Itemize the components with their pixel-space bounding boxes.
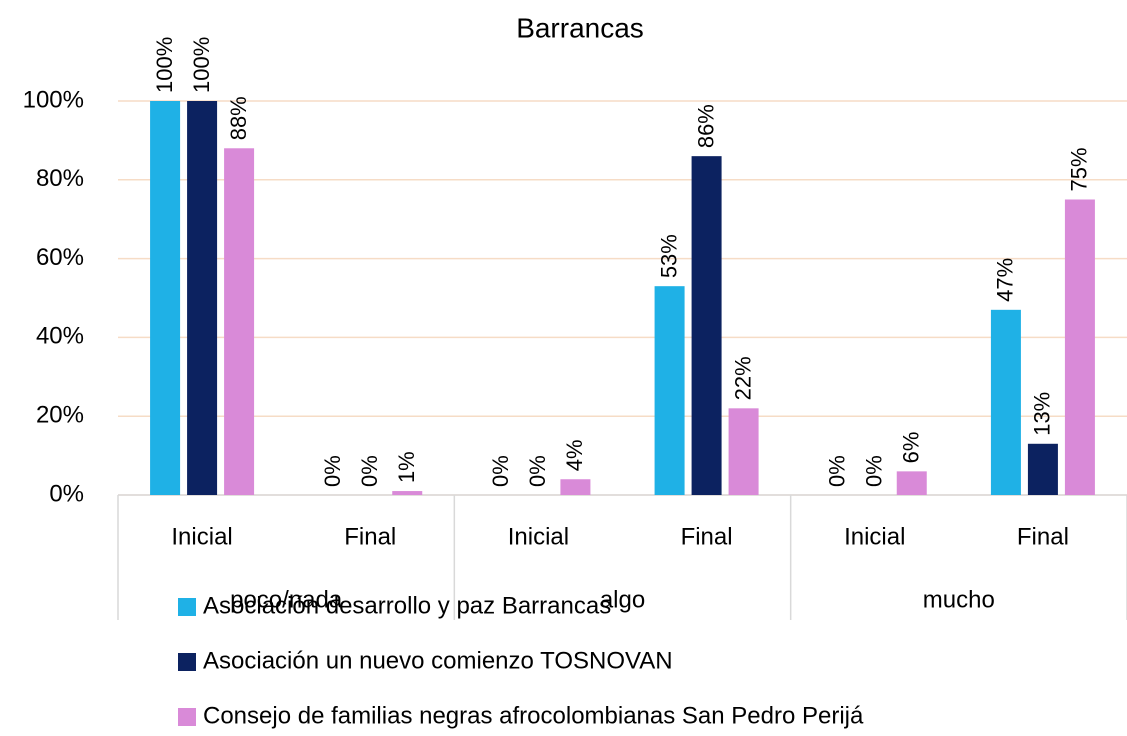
legend-label: Asociación desarrollo y paz Barrancas [203, 592, 611, 619]
bar [150, 101, 181, 495]
data-label: 0% [862, 455, 887, 487]
data-label: 6% [899, 432, 924, 464]
y-tick-label: 60% [36, 244, 84, 271]
x-tick-label: Final [681, 523, 733, 550]
bar [990, 309, 1021, 495]
data-label: 13% [1030, 392, 1055, 436]
data-label: 0% [488, 455, 513, 487]
y-tick-label: 0% [49, 480, 84, 507]
y-tick-label: 20% [36, 402, 84, 429]
data-label: 100% [152, 37, 177, 93]
data-label: 88% [226, 96, 251, 140]
legend-label: Asociación un nuevo comienzo TOSNOVAN [203, 647, 673, 674]
data-label: 0% [825, 455, 850, 487]
y-tick-label: 100% [23, 86, 84, 113]
legend-label: Consejo de familias negras afrocolombian… [203, 702, 864, 729]
group-label: poco/nada [230, 586, 343, 613]
chart-title: Barrancas [516, 12, 644, 43]
bar [224, 148, 255, 495]
data-label: 47% [993, 258, 1018, 302]
data-label: 100% [189, 37, 214, 93]
bar [654, 286, 685, 495]
data-label: 86% [693, 104, 718, 148]
bar [728, 408, 759, 495]
legend-swatch [178, 598, 196, 616]
x-tick-label: Inicial [844, 523, 905, 550]
data-label: 22% [730, 356, 755, 400]
y-tick-label: 80% [36, 165, 84, 192]
bar [691, 156, 722, 495]
bar [560, 479, 591, 495]
y-tick-label: 40% [36, 323, 84, 350]
bar [1064, 199, 1095, 495]
data-label: 1% [394, 451, 419, 483]
group-label: mucho [923, 586, 995, 613]
bar [1027, 443, 1058, 495]
data-label: 0% [525, 455, 550, 487]
data-label: 0% [357, 455, 382, 487]
data-label: 4% [562, 439, 587, 471]
bar [187, 101, 218, 495]
group-label: algo [600, 586, 645, 613]
data-label: 75% [1067, 147, 1092, 191]
legend-swatch [178, 708, 196, 726]
bar [896, 471, 927, 495]
x-tick-label: Inicial [171, 523, 232, 550]
x-tick-label: Final [344, 523, 396, 550]
data-label: 0% [320, 455, 345, 487]
data-label: 53% [656, 234, 681, 278]
x-tick-label: Inicial [508, 523, 569, 550]
legend-swatch [178, 653, 196, 671]
bar [392, 491, 423, 495]
x-tick-label: Final [1017, 523, 1069, 550]
